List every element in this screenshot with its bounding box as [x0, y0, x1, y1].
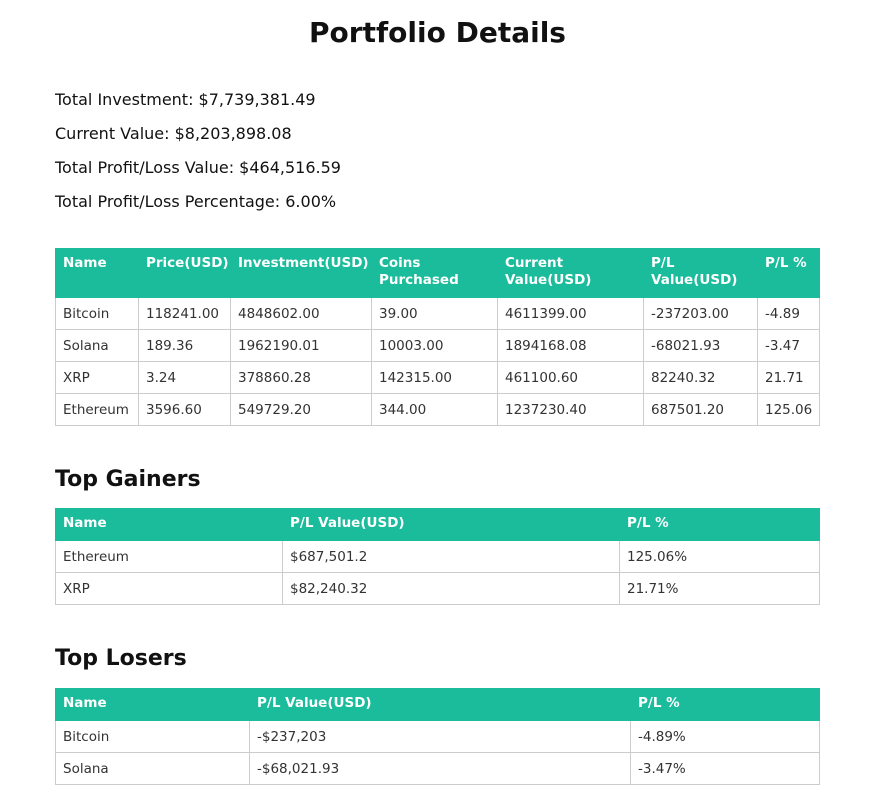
- column-header: P/L Value(USD): [643, 248, 758, 298]
- holdings-table: Name Price(USD) Investment(USD) Coins Pu…: [55, 248, 820, 426]
- table-cell: 189.36: [138, 329, 231, 362]
- table-cell: Solana: [55, 752, 250, 785]
- table-cell: Ethereum: [55, 540, 283, 573]
- table-cell: Bitcoin: [55, 720, 250, 753]
- table-cell: 125.06%: [619, 540, 820, 573]
- column-header: Name: [55, 508, 283, 541]
- table-cell: 4611399.00: [497, 297, 644, 330]
- column-header: P/L %: [757, 248, 820, 298]
- top-losers-heading: Top Losers: [55, 646, 187, 671]
- table-row: XRP 3.24 378860.28 142315.00 461100.60 8…: [55, 361, 820, 394]
- table-header-row: Name P/L Value(USD) P/L %: [55, 508, 820, 541]
- table-cell: 1894168.08: [497, 329, 644, 362]
- table-cell: 118241.00: [138, 297, 231, 330]
- column-header: P/L Value(USD): [249, 688, 631, 721]
- table-row: XRP $82,240.32 21.71%: [55, 572, 820, 605]
- top-gainers-table: Name P/L Value(USD) P/L % Ethereum $687,…: [55, 508, 820, 605]
- column-header: Price(USD): [138, 248, 231, 298]
- table-cell: -68021.93: [643, 329, 758, 362]
- table-cell: XRP: [55, 361, 139, 394]
- table-cell: 461100.60: [497, 361, 644, 394]
- table-cell: 82240.32: [643, 361, 758, 394]
- table-cell: 344.00: [371, 393, 498, 426]
- total-pl-percentage: Total Profit/Loss Percentage: 6.00%: [55, 192, 337, 211]
- column-header: Investment(USD): [230, 248, 372, 298]
- table-cell: 125.06: [757, 393, 820, 426]
- total-investment: Total Investment: $7,739,381.49: [55, 90, 316, 109]
- table-cell: -$68,021.93: [249, 752, 631, 785]
- table-row: Bitcoin -$237,203 -4.89%: [55, 720, 820, 753]
- table-cell: 549729.20: [230, 393, 372, 426]
- table-cell: $82,240.32: [282, 572, 620, 605]
- table-cell: Ethereum: [55, 393, 139, 426]
- total-pl-value: Total Profit/Loss Value: $464,516.59: [55, 158, 341, 177]
- table-cell: 21.71%: [619, 572, 820, 605]
- table-cell: -$237,203: [249, 720, 631, 753]
- table-cell: 687501.20: [643, 393, 758, 426]
- table-cell: XRP: [55, 572, 283, 605]
- table-row: Solana 189.36 1962190.01 10003.00 189416…: [55, 329, 820, 362]
- table-cell: 39.00: [371, 297, 498, 330]
- table-cell: -4.89: [757, 297, 820, 330]
- table-cell: 4848602.00: [230, 297, 372, 330]
- top-losers-table: Name P/L Value(USD) P/L % Bitcoin -$237,…: [55, 688, 820, 785]
- table-cell: 10003.00: [371, 329, 498, 362]
- table-cell: 1962190.01: [230, 329, 372, 362]
- table-cell: Bitcoin: [55, 297, 139, 330]
- table-row: Ethereum $687,501.2 125.06%: [55, 540, 820, 573]
- table-cell: 3596.60: [138, 393, 231, 426]
- table-row: Ethereum 3596.60 549729.20 344.00 123723…: [55, 393, 820, 426]
- column-header: Name: [55, 248, 139, 298]
- table-header-row: Name Price(USD) Investment(USD) Coins Pu…: [55, 248, 820, 298]
- portfolio-summary: Total Investment: $7,739,381.49 Current …: [55, 88, 341, 224]
- column-header: Name: [55, 688, 250, 721]
- current-value: Current Value: $8,203,898.08: [55, 124, 292, 143]
- column-header: P/L %: [630, 688, 820, 721]
- table-cell: 1237230.40: [497, 393, 644, 426]
- table-cell: -3.47: [757, 329, 820, 362]
- top-gainers-heading: Top Gainers: [55, 467, 201, 492]
- table-header-row: Name P/L Value(USD) P/L %: [55, 688, 820, 721]
- column-header: P/L %: [619, 508, 820, 541]
- table-cell: -237203.00: [643, 297, 758, 330]
- table-row: Bitcoin 118241.00 4848602.00 39.00 46113…: [55, 297, 820, 330]
- column-header: Current Value(USD): [497, 248, 644, 298]
- table-cell: 142315.00: [371, 361, 498, 394]
- table-cell: 378860.28: [230, 361, 372, 394]
- table-row: Solana -$68,021.93 -3.47%: [55, 752, 820, 785]
- table-cell: $687,501.2: [282, 540, 620, 573]
- page-title: Portfolio Details: [309, 16, 566, 49]
- column-header: P/L Value(USD): [282, 508, 620, 541]
- table-cell: 21.71: [757, 361, 820, 394]
- table-cell: -3.47%: [630, 752, 820, 785]
- column-header: Coins Purchased: [371, 248, 498, 298]
- table-cell: 3.24: [138, 361, 231, 394]
- table-cell: -4.89%: [630, 720, 820, 753]
- table-cell: Solana: [55, 329, 139, 362]
